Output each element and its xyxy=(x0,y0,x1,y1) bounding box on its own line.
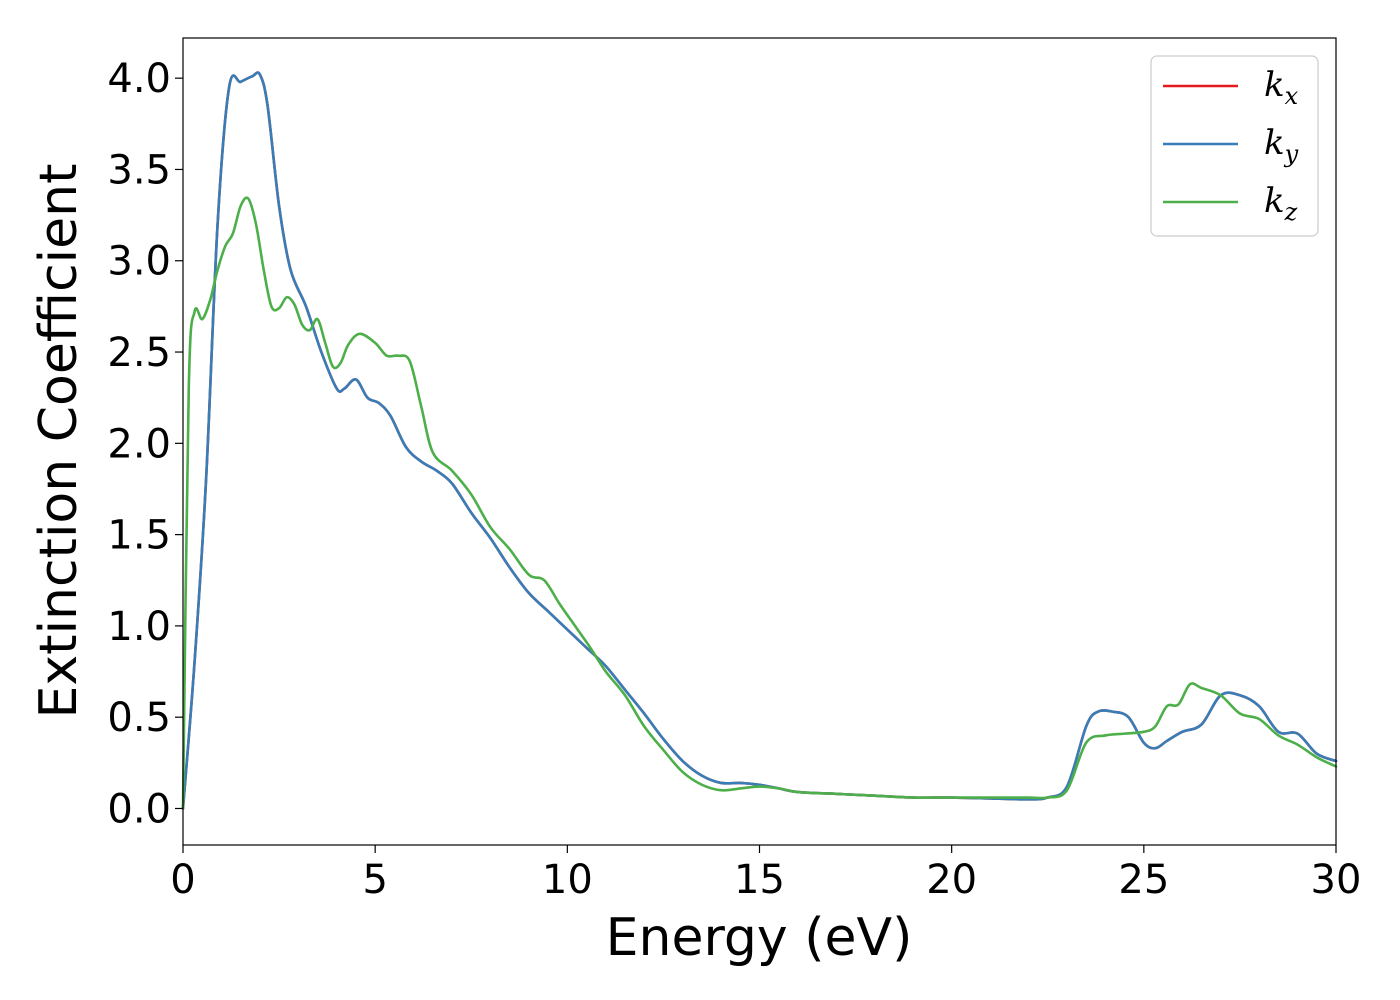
x-tick-label: 25 xyxy=(1118,857,1169,903)
legend: kx ky kz xyxy=(1150,55,1319,237)
x-axis-title: Energy (eV) xyxy=(606,908,913,968)
x-tick-label: 20 xyxy=(926,857,977,903)
y-axis-title: Extinction Coefficient xyxy=(29,164,89,719)
x-tick-label: 10 xyxy=(542,857,593,903)
x-axis: 0 5 10 15 20 25 30 xyxy=(170,845,1361,903)
series-line-kz xyxy=(181,196,1338,810)
legend-box xyxy=(1150,55,1319,237)
y-tick-label: 1.0 xyxy=(107,604,171,650)
y-tick-label: 3.0 xyxy=(107,239,171,285)
y-tick-label: 0.5 xyxy=(107,695,171,741)
y-tick-label: 2.0 xyxy=(107,421,171,467)
x-tick-label: 5 xyxy=(362,857,387,903)
y-tick-label: 2.5 xyxy=(107,330,171,376)
y-tick-label: 4.0 xyxy=(107,56,171,102)
legend-label-kz: kz xyxy=(1264,181,1298,226)
series-layer xyxy=(181,71,1338,810)
legend-label-ky: ky xyxy=(1264,123,1299,168)
y-tick-label: 1.5 xyxy=(107,513,171,559)
y-axis: 0.0 0.5 1.0 1.5 2.0 2.5 3.0 3.5 4.0 xyxy=(107,56,183,832)
x-tick-label: 15 xyxy=(734,857,785,903)
x-tick-label: 0 xyxy=(170,857,195,903)
y-tick-label: 3.5 xyxy=(107,147,171,193)
series-line-ky xyxy=(181,71,1338,810)
legend-label-kx: kx xyxy=(1264,65,1299,110)
y-tick-label: 0.0 xyxy=(107,786,171,832)
x-tick-label: 30 xyxy=(1311,857,1362,903)
